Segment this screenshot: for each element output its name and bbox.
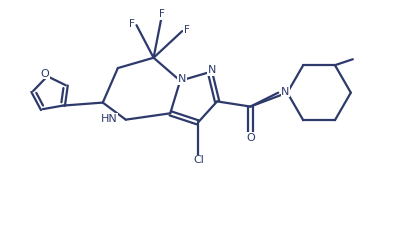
Text: O: O (246, 133, 255, 143)
Text: F: F (159, 9, 165, 19)
Text: O: O (41, 69, 49, 79)
Text: N: N (178, 74, 186, 84)
Text: F: F (184, 25, 190, 35)
Text: N: N (281, 87, 290, 97)
Text: HN: HN (101, 114, 118, 124)
Text: N: N (208, 65, 216, 75)
Text: F: F (129, 19, 135, 29)
Text: Cl: Cl (194, 155, 204, 165)
